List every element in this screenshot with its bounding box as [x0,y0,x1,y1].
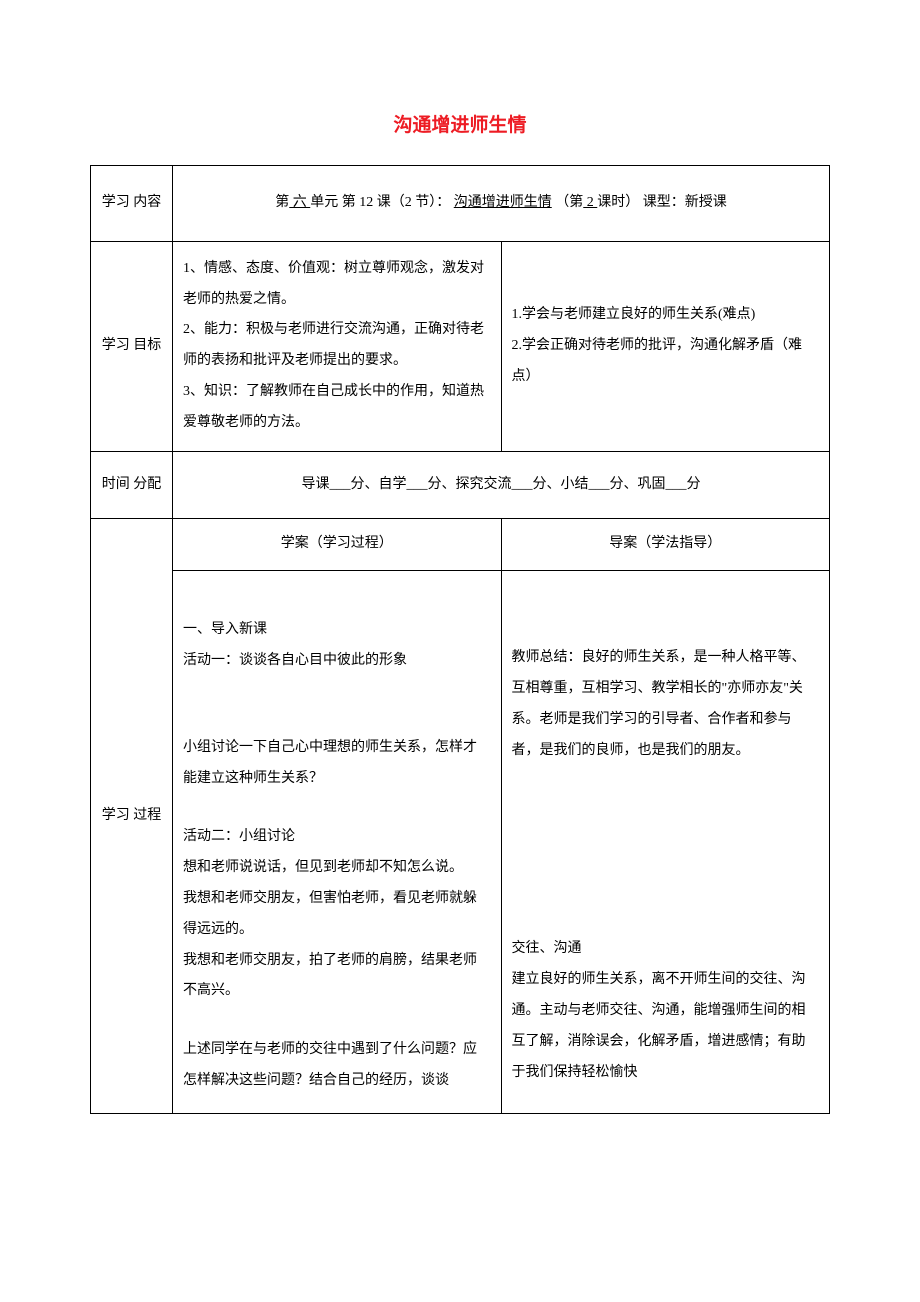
process-label: 学习 过程 [91,519,173,1113]
content-text: 第 六 单元 第 12 课（2 节）： 沟通增进师生情 （第 2 课时） 课型：… [173,166,830,242]
lesson-table: 学习 内容 第 六 单元 第 12 课（2 节）： 沟通增进师生情 （第 2 课… [90,165,830,1114]
sub-header-row: 学习 过程 学案（学习过程） 导案（学法指导） [91,519,830,571]
objectives-right: 1.学会与老师建立良好的师生关系(难点)2.学会正确对待老师的批评，沟通化解矛盾… [501,241,830,451]
time-label: 时间 分配 [91,451,173,519]
objectives-label: 学习 目标 [91,241,173,451]
objectives-left: 1、情感、态度、价值观：树立尊师观念，激发对老师的热爱之情。2、能力：积极与老师… [173,241,502,451]
sub-header-right: 导案（学法指导） [501,519,830,571]
time-row: 时间 分配 导课___分、自学___分、探究交流___分、小结___分、巩固__… [91,451,830,519]
time-text: 导课___分、自学___分、探究交流___分、小结___分、巩固___分 [173,451,830,519]
objectives-row: 学习 目标 1、情感、态度、价值观：树立尊师观念，激发对老师的热爱之情。2、能力… [91,241,830,451]
sub-header-left: 学案（学习过程） [173,519,502,571]
page-title: 沟通增进师生情 [90,110,830,137]
process-row: 一、导入新课 活动一：谈谈各自心目中彼此的形象 小组讨论一下自己心中理想的师生关… [91,571,830,1114]
content-label: 学习 内容 [91,166,173,242]
process-right: 教师总结：良好的师生关系，是一种人格平等、互相尊重，互相学习、教学相长的"亦师亦… [501,571,830,1114]
content-row: 学习 内容 第 六 单元 第 12 课（2 节）： 沟通增进师生情 （第 2 课… [91,166,830,242]
process-left: 一、导入新课 活动一：谈谈各自心目中彼此的形象 小组讨论一下自己心中理想的师生关… [173,571,502,1114]
